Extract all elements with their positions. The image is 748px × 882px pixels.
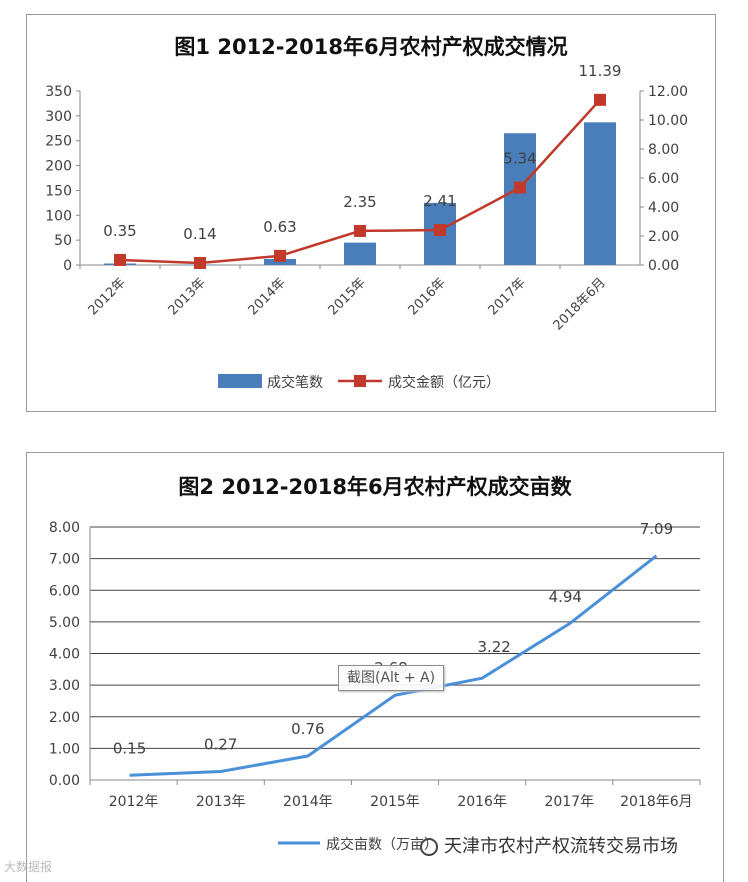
- chart2-data-label: 0.76: [291, 720, 324, 738]
- chart1-y-left-tick-label: 0: [63, 258, 72, 274]
- chart1-x-tick-label: 2017年: [486, 275, 529, 318]
- chart1-x-tick-label: 2014年: [246, 275, 289, 318]
- watermark-right: 天津市农村产权流转交易市场: [420, 832, 678, 858]
- chart1-y-right-tick-label: 6.00: [648, 171, 679, 187]
- chart1-x-tick-label: 2015年: [326, 275, 369, 318]
- chart2-x-tick-label: 2012年: [109, 794, 159, 810]
- chart1-y-left-tick-label: 150: [45, 183, 72, 199]
- chart1-y-right-tick-label: 2.00: [648, 229, 679, 245]
- chart2-y-tick-label: 6.00: [49, 583, 80, 599]
- chart1-bar: [504, 133, 536, 265]
- chart2-line-area: [129, 554, 658, 777]
- chart1-bar: [584, 122, 616, 265]
- chart1-y-left-tick-label: 350: [45, 84, 72, 100]
- chart1-y-right-tick-label: 8.00: [648, 142, 679, 158]
- chart2-x-tick-label: 2018年6月: [620, 794, 693, 810]
- chart2-legend-label: 成交亩数（万亩）: [326, 836, 438, 853]
- chart2-y-tick-label: 4.00: [49, 647, 80, 663]
- chart1-bar: [344, 242, 376, 265]
- chart1-bar: [264, 259, 296, 265]
- chart2-y-tick-label: 7.00: [49, 552, 80, 568]
- chart1-y-left-tick-label: 200: [45, 159, 72, 175]
- chart1-line-marker: [274, 249, 286, 262]
- watermark-left: 大数据报: [4, 860, 53, 874]
- chart1-legend-line-marker: [354, 375, 366, 387]
- chart1-line-marker: [114, 253, 126, 266]
- chart1-y-left-tick-label: 250: [45, 134, 72, 150]
- chart1-legend-bar-swatch: [218, 374, 262, 388]
- watermark-right-text: 天津市农村产权流转交易市场: [444, 836, 678, 857]
- chart1-line-marker: [514, 181, 526, 194]
- chart1-data-label: 2.41: [423, 192, 456, 210]
- chart2-x-tick-label: 2016年: [457, 794, 507, 810]
- chart1-y-left-tick-label: 300: [45, 109, 72, 125]
- chart1-x-tick-label: 2013年: [166, 275, 209, 318]
- chart1-data-label: 0.14: [183, 225, 216, 243]
- chart1-y-left-tick-label: 50: [54, 233, 72, 249]
- chart2-x-tick-label: 2015年: [370, 794, 420, 810]
- screenshot-tooltip: 截图(Alt + A): [338, 665, 445, 691]
- chart2-y-tick-label: 8.00: [49, 520, 80, 536]
- chart2-y-tick-label: 2.00: [49, 710, 80, 726]
- chart2-data-label: 4.94: [549, 588, 582, 606]
- chart1-x-tick-label: 2012年: [86, 275, 129, 318]
- chart2-y-tick-label: 0.00: [49, 773, 80, 789]
- chart1-y-right-tick-label: 10.00: [648, 113, 688, 129]
- chart2-data-label: 7.09: [640, 520, 673, 538]
- chart1-data-label: 2.35: [343, 193, 376, 211]
- chart2-y-tick-label: 3.00: [49, 678, 80, 694]
- chart2-y-tick-label: 5.00: [49, 615, 80, 631]
- chart1-data-label: 0.63: [263, 218, 296, 236]
- chart1-data-label: 0.35: [103, 222, 136, 240]
- wechat-icon: [420, 838, 438, 856]
- chart2-x-tick-label: 2017年: [544, 794, 594, 810]
- chart1-y-right-tick-label: 12.00: [648, 84, 688, 100]
- chart2-x-tick-label: 2013年: [196, 794, 246, 810]
- chart1-line-marker: [194, 256, 206, 269]
- chart2-data-label: 0.15: [113, 739, 146, 757]
- chart1-line-marker: [354, 224, 366, 237]
- chart1-x-tick-label: 2018年6月: [551, 275, 609, 333]
- chart1-legend-bar-label: 成交笔数: [267, 374, 323, 391]
- chart2-x-tick-label: 2014年: [283, 794, 333, 810]
- chart1-line-marker: [434, 224, 446, 237]
- chart2-data-label: 3.22: [477, 638, 510, 656]
- chart1-data-label: 11.39: [579, 62, 622, 80]
- chart2-title: 图2 2012-2018年6月农村产权成交亩数: [178, 475, 572, 499]
- chart1-y-left-tick-label: 100: [45, 208, 72, 224]
- chart1-line-marker: [594, 93, 606, 106]
- chart1-title: 图1 2012-2018年6月农村产权成交情况: [174, 35, 568, 59]
- chart1-y-right-tick-label: 4.00: [648, 200, 679, 216]
- chart2-data-label: 0.27: [204, 735, 237, 753]
- chart1-legend-line-label: 成交金额（亿元）: [388, 374, 500, 391]
- chart1-x-tick-label: 2016年: [406, 275, 449, 318]
- chart1-data-label: 5.34: [503, 150, 536, 168]
- chart2-y-tick-label: 1.00: [49, 741, 80, 757]
- chart1-y-right-tick-label: 0.00: [648, 258, 679, 274]
